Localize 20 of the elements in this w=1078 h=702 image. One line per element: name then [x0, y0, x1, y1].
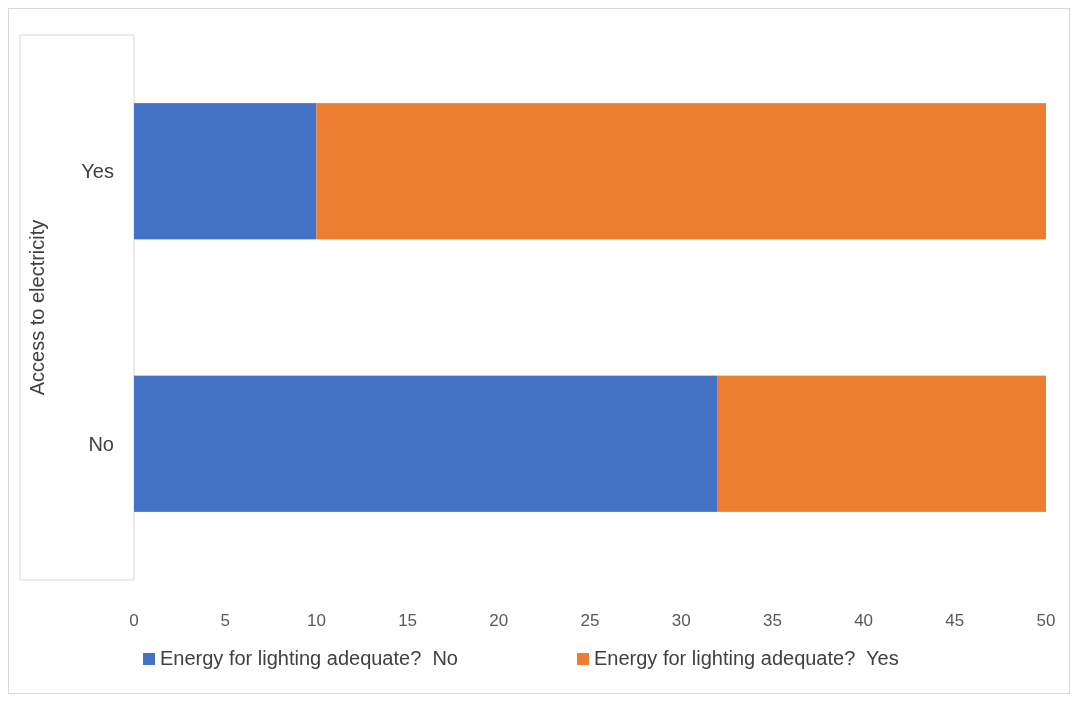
x-tick-label: 40: [854, 611, 874, 630]
x-tick-label: 10: [306, 611, 326, 630]
x-tick-label: 45: [945, 611, 965, 630]
y-tick-label: No: [88, 432, 114, 455]
x-tick-label: 30: [671, 611, 691, 630]
bar: [134, 103, 317, 240]
x-tick-label: 50: [1036, 611, 1056, 630]
x-tick-label: 20: [489, 611, 509, 630]
bar: [134, 375, 718, 512]
x-tick-label: 5: [220, 611, 230, 630]
x-tick-label: 35: [762, 611, 782, 630]
legend-label: Energy for lighting adequate? Yes: [594, 647, 899, 669]
y-axis-title: Access to electricity: [26, 219, 48, 396]
x-tick-label: 15: [398, 611, 418, 630]
y-tick-label: Yes: [81, 160, 114, 183]
legend-label: Energy for lighting adequate? No: [160, 647, 458, 669]
x-tick-label: 25: [580, 611, 600, 630]
bar: [717, 375, 1046, 512]
x-tick-label: 0: [129, 611, 139, 630]
bar: [316, 103, 1046, 240]
